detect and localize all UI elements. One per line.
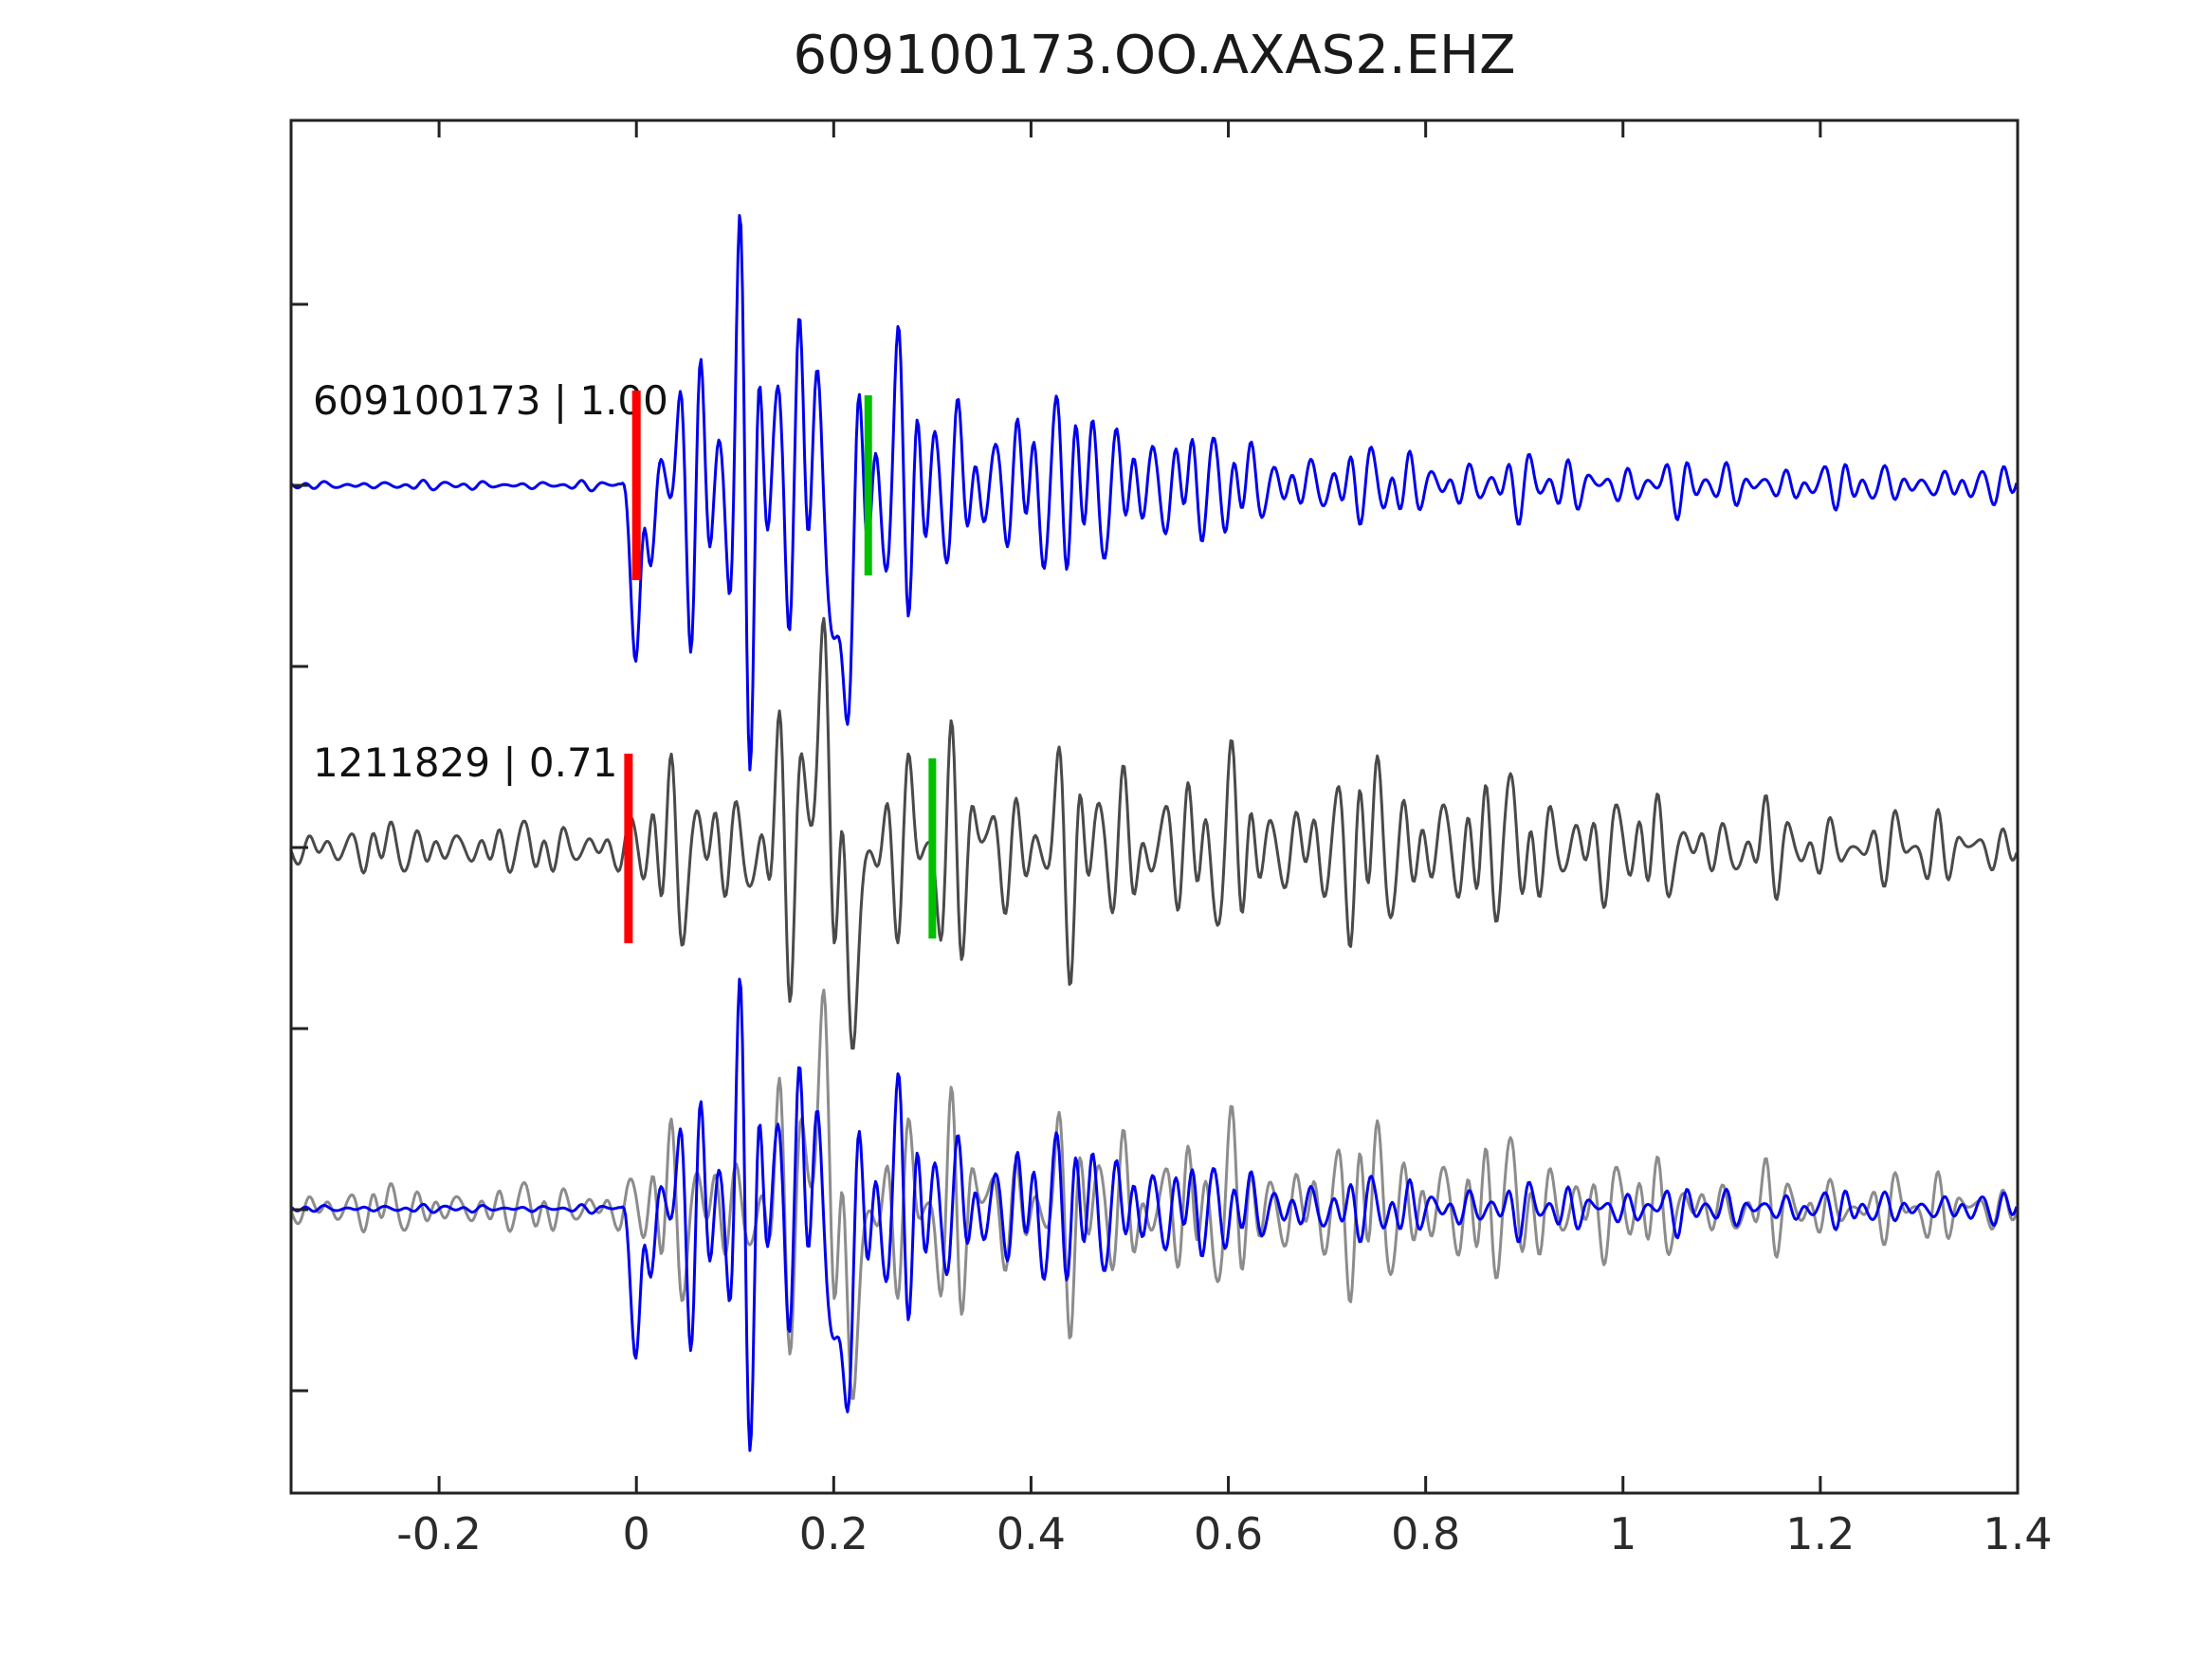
trace-1211829-waveform <box>291 616 2018 1050</box>
x-tick-label: 0 <box>622 1508 650 1559</box>
x-tick-label: -0.2 <box>396 1508 482 1559</box>
x-tick-label: 0.2 <box>798 1508 868 1559</box>
trace-label-detection: 1211829 | 0.71 <box>313 739 618 786</box>
chart-title: 609100173.OO.AXAS2.EHZ <box>793 25 1516 86</box>
overlay-609100173-waveform <box>291 977 2018 1452</box>
trace-609100173-waveform <box>291 213 2018 772</box>
x-tick-label: 0.6 <box>1193 1508 1264 1559</box>
x-tick-label: 0.4 <box>996 1508 1066 1559</box>
x-tick-label: 0.8 <box>1391 1508 1461 1559</box>
trace-label-template: 609100173 | 1.00 <box>313 377 668 424</box>
x-tick-label: 1.4 <box>1983 1508 2053 1559</box>
plot-border <box>289 118 2020 1495</box>
x-tick-label: 1 <box>1609 1508 1637 1559</box>
overlay-1211829-waveform <box>291 988 2018 1400</box>
x-tick-label: 1.2 <box>1785 1508 1856 1559</box>
